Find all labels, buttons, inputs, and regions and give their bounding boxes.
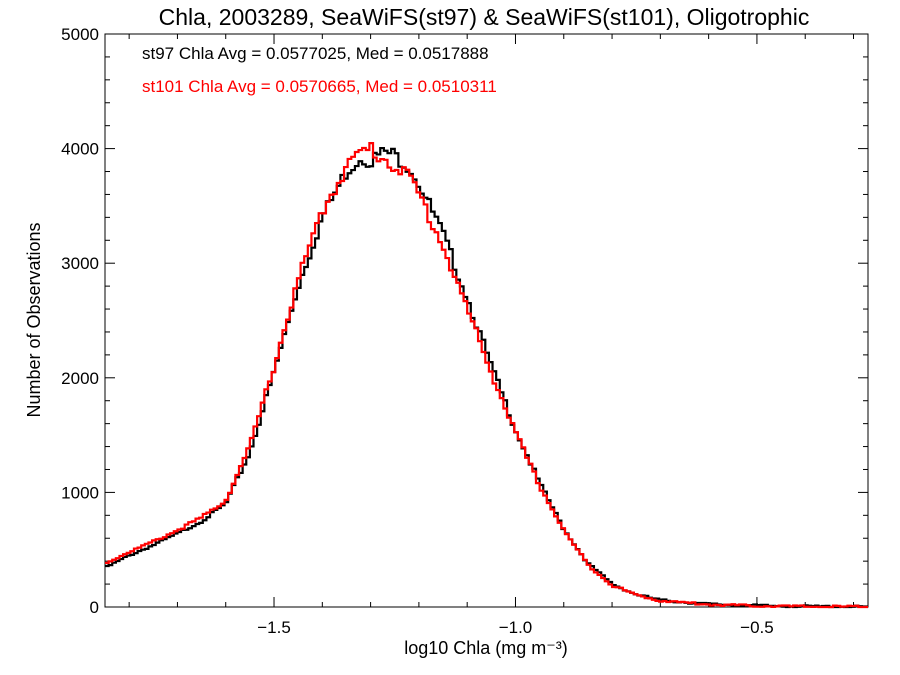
- y-tick-label: 3000: [61, 254, 99, 273]
- series-line-1: [105, 141, 868, 609]
- plot-area: −1.5 −1.0 −0.5 0 1000 2000 3000 4000 5000: [61, 25, 869, 637]
- x-axis-label: log10 Chla (mg m⁻³): [404, 638, 568, 658]
- y-tick-label: 4000: [61, 140, 99, 159]
- y-tick-label: 0: [90, 598, 99, 617]
- y-axis-label: Number of Observations: [24, 222, 44, 417]
- series-layer: [105, 141, 868, 609]
- y-tick-label: 5000: [61, 25, 99, 44]
- plot-frame: [104, 33, 869, 608]
- st101-annotation: st101 Chla Avg = 0.0570665, Med = 0.0510…: [142, 77, 497, 96]
- y-tick-label: 1000: [61, 483, 99, 502]
- y-tick-label: 2000: [61, 369, 99, 388]
- annotations: st97 Chla Avg = 0.0577025, Med = 0.05178…: [142, 44, 497, 96]
- ticks-layer: −1.5 −1.0 −0.5 0 1000 2000 3000 4000 5000: [61, 25, 868, 637]
- x-tick-label: −1.5: [257, 618, 291, 637]
- x-tick-label: −0.5: [740, 618, 774, 637]
- chart-title: Chla, 2003289, SeaWiFS(st97) & SeaWiFS(s…: [159, 4, 810, 30]
- st97-annotation: st97 Chla Avg = 0.0577025, Med = 0.05178…: [142, 44, 489, 63]
- x-tick-label: −1.0: [499, 618, 533, 637]
- series-line-0: [105, 146, 868, 609]
